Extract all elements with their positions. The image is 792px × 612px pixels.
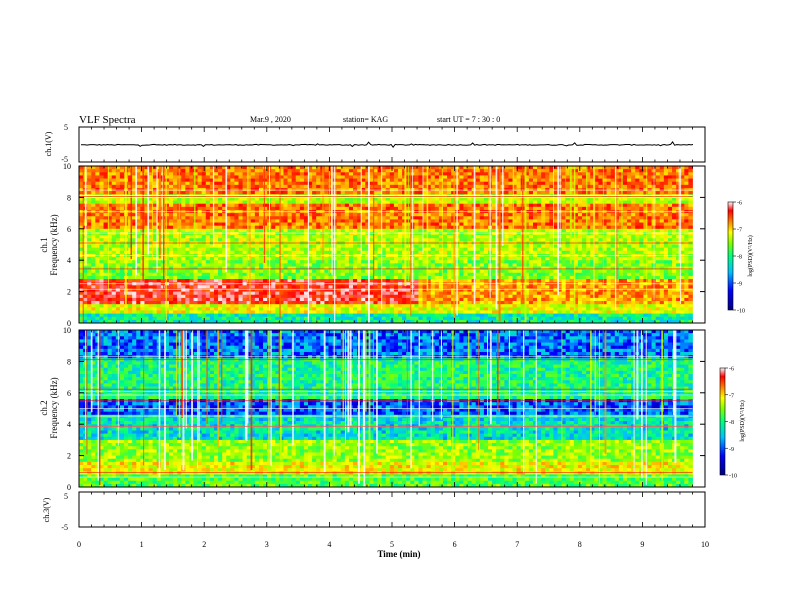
xtick-label: 9 (640, 540, 644, 549)
ytick-label: 0 (67, 319, 71, 328)
spectrogram-image-ch2 (79, 330, 693, 488)
colorbar-label: log(PSD)(V²/Hz) (747, 235, 754, 276)
ytick-label: 0 (67, 483, 71, 492)
colorbar-tick-label: -8 (729, 420, 734, 426)
ytick-label: -5 (61, 155, 68, 164)
colorbar-label: log(PSD)(V²/Hz) (739, 400, 746, 441)
waveform-panel-ch1: 5 -5 ch.1(V) (44, 123, 706, 164)
date-label: Mar.9 , 2020 (250, 115, 291, 124)
xtick-label: 8 (578, 540, 582, 549)
xtick-label: 2 (202, 540, 206, 549)
ytick-label: 4 (67, 420, 71, 429)
xtick-label: 4 (327, 540, 331, 549)
ylabel-ch2-spectrogram: ch.2 (39, 400, 49, 415)
xtick-label: 3 (265, 540, 269, 549)
ytick-label: 6 (67, 389, 71, 398)
xtick-label: 10 (701, 540, 709, 549)
ylabel-ch3-waveform: ch.3(V) (42, 497, 51, 522)
xtick-label: 5 (390, 540, 394, 549)
x-axis: 0 1 2 3 4 5 6 7 8 9 10 (77, 127, 709, 549)
start-time-label: start UT = 7 : 30 : 0 (437, 115, 500, 124)
ylabel-frequency-ch1: Frequency (kHz) (49, 214, 59, 275)
xtick-label: 0 (77, 540, 81, 549)
colorbar-ch2: -6 -7 -8 -9 -10 log(PSD)(V²/Hz) (719, 367, 746, 480)
figure-title: VLF Spectra (79, 114, 136, 126)
station-label: station= KAG (343, 115, 388, 124)
ytick-label: 2 (67, 288, 71, 297)
ylabel-frequency-ch2: Frequency (kHz) (49, 377, 59, 438)
ytick-label: 6 (67, 225, 71, 234)
spectrogram-image-ch1 (79, 166, 693, 324)
ytick-label: 2 (67, 452, 71, 461)
ytick-label: 5 (64, 492, 68, 501)
colorbar-tick-label: -6 (737, 201, 742, 207)
colorbar-tick-label: -9 (729, 447, 734, 453)
colorbar-tick-label: -7 (729, 393, 734, 399)
colorbar-tick-label: -8 (737, 255, 742, 261)
spectrogram-panel-ch2: 0 2 4 6 8 10 ch.2 Frequency (kHz) (39, 326, 706, 492)
colorbar-tick-label: -7 (737, 228, 742, 234)
ylabel-ch1-spectrogram: ch.1 (39, 237, 49, 252)
colorbar-tick-label: -10 (737, 309, 745, 315)
x-axis-label: Time (min) (377, 549, 420, 559)
colorbar-tick-label: -6 (729, 367, 734, 373)
waveform-trace-ch1 (81, 141, 694, 149)
colorbar-tick-label: -10 (729, 474, 737, 480)
ylabel-ch1-waveform: ch.1(V) (44, 131, 53, 156)
spectrogram-panel-ch1: 0 2 4 6 8 10 ch.1 Frequency (kHz) (39, 162, 706, 328)
ytick-label: 5 (64, 123, 68, 132)
xtick-label: 6 (453, 540, 457, 549)
xtick-label: 1 (140, 540, 144, 549)
colorbar-ch1: -6 -7 -8 -9 -10 log(PSD)(V²/Hz) (727, 201, 754, 315)
xtick-label: 7 (515, 540, 519, 549)
ytick-label: 4 (67, 256, 71, 265)
ytick-label: -5 (61, 523, 68, 532)
colorbar-tick-label: -9 (737, 282, 742, 288)
ytick-label: 8 (67, 357, 71, 366)
ytick-label: 10 (63, 162, 71, 171)
ytick-label: 8 (67, 193, 71, 202)
ytick-label: 10 (63, 326, 71, 335)
